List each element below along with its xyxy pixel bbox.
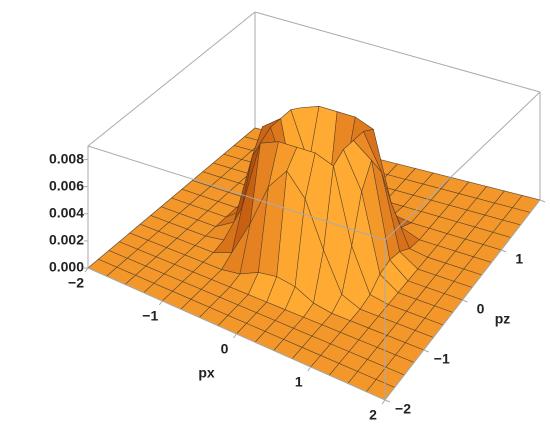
box-edge	[87, 145, 386, 241]
x-axis-label: px	[198, 365, 215, 381]
x-tick	[84, 267, 89, 273]
z-tick-label: 0.008	[49, 150, 84, 166]
y-tick	[501, 249, 507, 253]
y-tick-label: 0	[477, 301, 485, 317]
box-edge	[254, 11, 541, 93]
y-tick	[462, 299, 468, 303]
y-axis-label: pz	[495, 311, 511, 327]
box-edge	[87, 11, 256, 147]
y-tick	[384, 399, 391, 403]
x-tick-label: 0	[221, 341, 229, 357]
y-tick-label: −2	[395, 401, 411, 417]
y-tick-label: −1	[434, 351, 450, 367]
y-tick-label: 1	[515, 251, 523, 267]
x-tick	[381, 399, 386, 405]
x-tick	[307, 366, 312, 372]
x-tick-label: −1	[142, 308, 158, 324]
z-tick-label: 0.000	[49, 259, 84, 275]
surface	[87, 105, 541, 401]
x-tick-label: −2	[68, 275, 84, 291]
x-tick	[158, 300, 163, 306]
z-tick-label: 0.006	[49, 177, 84, 193]
x-tick-label: 2	[369, 407, 377, 423]
y-tick	[539, 199, 546, 203]
x-tick	[233, 333, 237, 339]
z-tick-label: 0.004	[49, 204, 84, 220]
y-tick	[423, 349, 429, 353]
x-tick-label: 1	[295, 374, 303, 390]
box-edge	[384, 91, 541, 241]
z-tick-label: 0.002	[49, 232, 84, 248]
